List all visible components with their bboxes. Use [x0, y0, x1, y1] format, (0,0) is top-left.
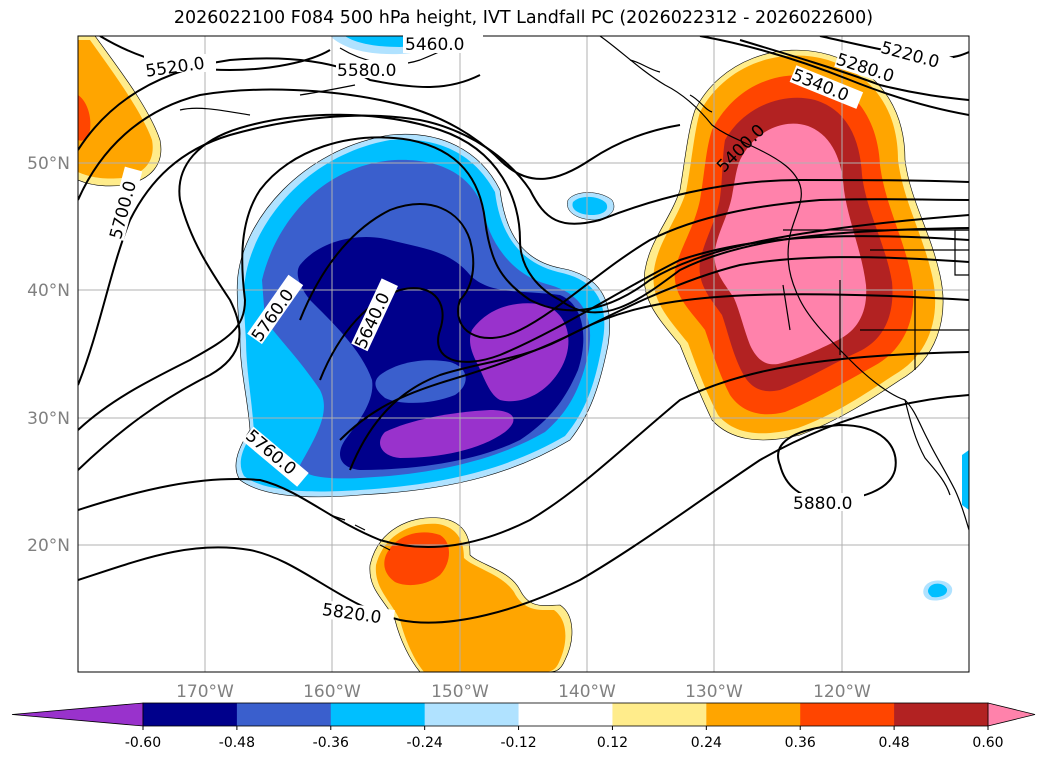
colorbar-border	[142, 702, 989, 727]
colorbar-tick-label: -0.60	[125, 735, 161, 751]
colorbar-segment	[236, 703, 332, 726]
lon-label: 150°W	[431, 682, 489, 702]
colorbar-tick-label: -0.12	[500, 735, 536, 751]
lon-label: 130°W	[685, 682, 743, 702]
colorbar-tick-label: 0.48	[879, 735, 910, 751]
colorbar-tick-label: -0.36	[313, 735, 349, 751]
lat-label: 20°N	[27, 536, 70, 556]
positive-pc-region	[78, 36, 944, 672]
colorbar-extend-max	[987, 702, 1036, 727]
colorbar-segment	[143, 703, 238, 726]
colorbar-tick-label: 0.60	[972, 735, 1003, 751]
colorbar-segment	[612, 703, 707, 726]
colorbar-segment	[894, 703, 989, 726]
colorbar-tick-label: 0.12	[597, 735, 628, 751]
colorbar-tick-label: 0.36	[785, 735, 816, 751]
colorbar-segment	[424, 703, 520, 726]
plot-border	[77, 35, 970, 673]
map-title: 2026022100 F084 500 hPa height, IVT Land…	[173, 8, 874, 28]
graticule	[78, 36, 969, 672]
lat-label: 40°N	[27, 281, 70, 301]
lat-label: 50°N	[27, 154, 70, 174]
colorbar-tick-label: -0.48	[219, 735, 255, 751]
height-contours	[78, 36, 969, 624]
lat-label: 30°N	[27, 409, 70, 429]
lon-label: 140°W	[558, 682, 616, 702]
lon-label: 160°W	[303, 682, 361, 702]
contour-label: 5880.0	[793, 494, 852, 514]
colorbar-tick-label: 0.24	[691, 735, 722, 751]
colorbar-extend-min	[11, 702, 144, 727]
colorbar-segment	[706, 703, 801, 726]
negative-pc-region	[235, 36, 969, 601]
longitude-labels: 170°W 160°W 150°W 140°W 130°W 120°W	[176, 682, 871, 702]
colorbar-segment	[330, 703, 426, 726]
colorbar-segment	[518, 703, 613, 726]
colorbar-tick-label: -0.24	[407, 735, 443, 751]
latitude-labels: 50°N 40°N 30°N 20°N	[27, 154, 70, 556]
lon-label: 120°W	[813, 682, 871, 702]
colorbar-segment	[800, 703, 895, 726]
lon-label: 170°W	[176, 682, 234, 702]
contour-label: 5460.0	[405, 35, 464, 55]
contour-label: 5580.0	[337, 61, 396, 81]
colorbar: -0.60 -0.48 -0.36 -0.24 -0.12 0.12 0.24 0.36 0.4…	[11, 702, 1036, 751]
